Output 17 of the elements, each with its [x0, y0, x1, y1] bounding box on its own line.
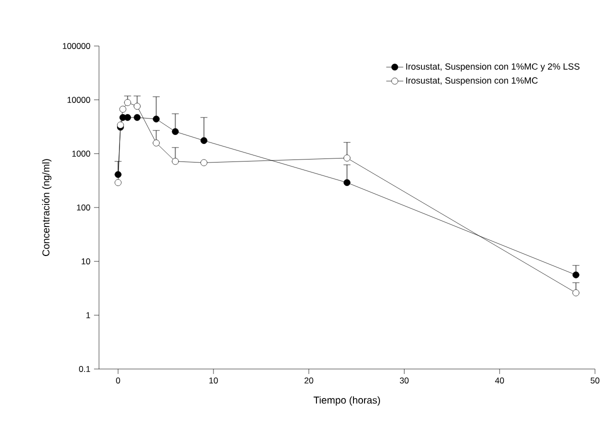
x-axis-title: Tiempo (horas) — [314, 396, 380, 406]
y-tick-label: 1 — [86, 312, 90, 318]
x-tick-label: 10 — [209, 378, 218, 384]
y-tick-label: 1000 — [72, 150, 90, 157]
x-tick-label: 40 — [495, 378, 504, 384]
x-tick-label: 50 — [590, 378, 600, 384]
x-tick-label: 0 — [116, 378, 120, 384]
y-axis-title: Concentración (ng/ml) — [42, 159, 52, 256]
y-tick-label: 10000 — [68, 96, 90, 103]
x-tick-label: 30 — [400, 378, 409, 384]
y-tick-label: 10 — [82, 258, 90, 264]
x-tick-label: 20 — [304, 378, 314, 384]
legend-label: Irosustat, Suspension con 1%MC — [406, 77, 538, 86]
legend-label: Irosustat, Suspension con 1%MC y 2% LSS — [406, 63, 580, 72]
y-tick-label: 0.1 — [79, 366, 90, 372]
y-tick-label: 100000 — [62, 43, 90, 49]
y-tick-label: 100 — [77, 204, 90, 210]
